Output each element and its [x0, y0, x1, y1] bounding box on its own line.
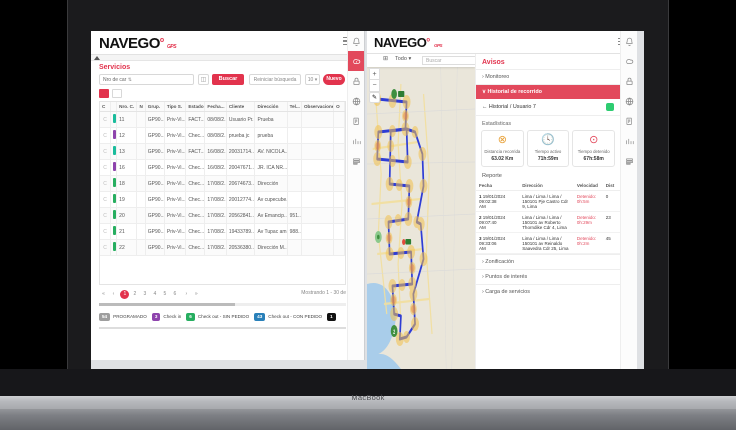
svg-text:2: 2 [393, 329, 395, 336]
